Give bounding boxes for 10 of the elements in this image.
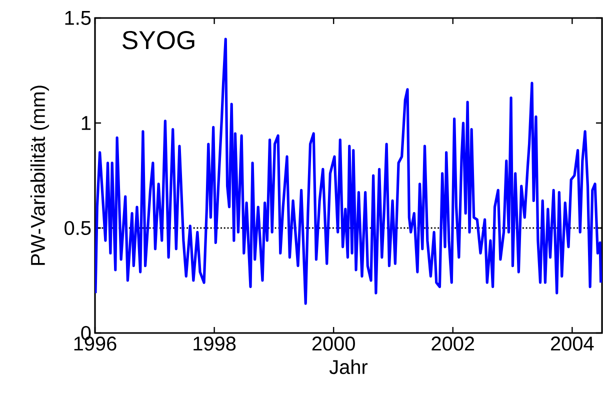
y-tick-label: 0.5	[64, 220, 91, 236]
y-tick-label: 1	[82, 116, 91, 130]
x-axis-title: Jahr	[329, 359, 368, 374]
y-axis-title: PW-Variabilität (mm)	[30, 86, 49, 265]
x-tick-label: 1998	[194, 336, 236, 351]
x-tick-label: 2000	[312, 336, 355, 351]
y-tick-label: 1.5	[65, 11, 91, 25]
x-tick-label: 2002	[432, 336, 474, 351]
annotation: SYOG	[122, 30, 194, 50]
x-tick-label: 2004	[551, 336, 594, 351]
